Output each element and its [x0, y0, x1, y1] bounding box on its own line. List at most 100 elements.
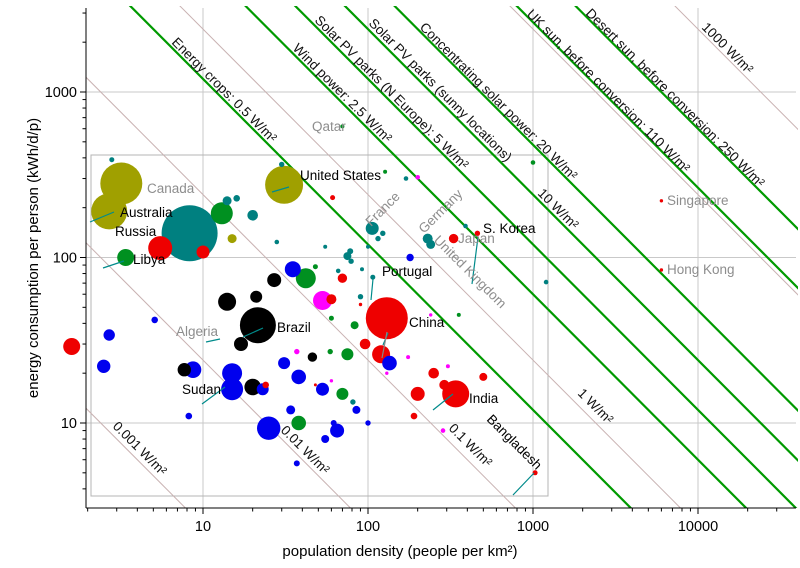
green-power-line — [515, 6, 798, 290]
country-label: Portugal — [382, 264, 432, 279]
country-bubble — [97, 359, 111, 373]
country-bubble-portugal — [370, 274, 376, 280]
leader-lines — [89, 186, 535, 496]
country-bubble — [326, 294, 337, 305]
green-power-line — [343, 6, 798, 462]
country-bubble — [323, 244, 328, 249]
country-bubble-united-kingdom — [426, 239, 436, 249]
country-bubble — [360, 267, 364, 272]
country-bubble — [330, 423, 345, 438]
country-bubble — [410, 386, 425, 401]
leader-line — [205, 338, 221, 343]
country-bubble — [463, 223, 468, 229]
country-label: Brazil — [277, 320, 311, 335]
country-bubble-australia — [91, 193, 128, 230]
country-bubble-sudan — [221, 378, 244, 401]
country-bubble — [210, 202, 233, 225]
country-bubble — [543, 279, 549, 285]
country-bubble — [440, 428, 446, 433]
country-bubble — [262, 381, 270, 389]
country-bubble-brazil — [239, 307, 276, 344]
leader-line — [512, 472, 535, 496]
green-power-line — [293, 6, 798, 508]
country-bubble — [279, 161, 285, 168]
country-bubble — [359, 338, 371, 350]
country-label: Russia — [115, 224, 157, 239]
country-bubble — [327, 348, 333, 355]
country-bubble — [406, 355, 411, 360]
country-bubble — [382, 355, 397, 371]
leader-line — [370, 278, 374, 301]
y-tick-label: 1000 — [45, 85, 77, 101]
axes: 10 100 1000 10000 10 100 1000 — [45, 8, 796, 535]
country-bubble — [222, 196, 232, 206]
country-bubble — [456, 312, 461, 317]
country-bubble — [348, 258, 354, 264]
x-tick-label: 1000 — [517, 519, 549, 535]
country-bubble — [286, 405, 296, 415]
country-bubble — [233, 195, 240, 202]
green-power-line — [393, 6, 798, 413]
power-line-label: 0.01 W/m² — [278, 423, 333, 478]
country-bubble — [479, 372, 488, 381]
country-bubble-france — [365, 221, 379, 235]
country-bubble — [350, 399, 356, 405]
power-line-label: 10 W/m² — [535, 186, 582, 233]
country-bubble — [312, 264, 318, 270]
x-tick-label: 10000 — [678, 519, 718, 535]
country-bubble — [385, 371, 389, 375]
country-bubble — [63, 338, 81, 355]
power-line-label: 0.001 W/m² — [110, 419, 170, 479]
leader-line — [432, 393, 454, 411]
country-bubble — [103, 329, 115, 341]
country-bubble — [337, 273, 348, 283]
x-tick-label: 100 — [356, 519, 380, 535]
country-bubble — [291, 415, 307, 431]
country-bubble — [295, 268, 316, 289]
country-bubble-india — [442, 380, 470, 408]
country-label: China — [409, 315, 445, 330]
country-bubble — [341, 348, 354, 361]
leader-line — [381, 331, 388, 359]
country-bubble — [321, 435, 330, 443]
country-bubble — [530, 160, 536, 165]
green-power-line — [574, 6, 798, 231]
country-bubble — [357, 294, 364, 300]
country-bubble — [347, 248, 354, 255]
country-label: Algeria — [176, 324, 219, 339]
country-bubble — [196, 245, 210, 259]
country-bubble — [151, 316, 158, 324]
country-label: Canada — [147, 181, 195, 196]
country-label: India — [469, 391, 499, 406]
country-bubble — [274, 239, 280, 245]
country-bubble-s-korea — [474, 230, 481, 236]
country-bubble — [328, 315, 334, 321]
gray-power-line — [509, 6, 798, 296]
y-tick-label: 100 — [53, 251, 77, 267]
country-bubble — [429, 313, 433, 317]
country-bubble-singapore — [659, 199, 664, 203]
country-bubble — [352, 405, 361, 414]
country-label: Bangladesh — [484, 412, 545, 473]
country-bubble — [247, 210, 258, 221]
leader-line — [102, 260, 125, 269]
country-bubble — [383, 169, 388, 174]
x-axis-title: population density (people per km²) — [282, 543, 517, 560]
country-bubble — [335, 268, 341, 274]
country-bubble — [177, 363, 191, 377]
country-bubble — [336, 387, 349, 400]
power-line-label: 1 W/m² — [575, 386, 617, 428]
country-bubble — [267, 273, 282, 288]
country-bubbles — [63, 124, 664, 476]
country-bubble — [148, 236, 173, 261]
country-label: Hong Kong — [667, 262, 735, 277]
country-bubble — [439, 379, 450, 390]
country-label: Qatar — [312, 119, 346, 134]
y-axis-title: energy consumption per person (kWh/d/p) — [25, 118, 42, 398]
